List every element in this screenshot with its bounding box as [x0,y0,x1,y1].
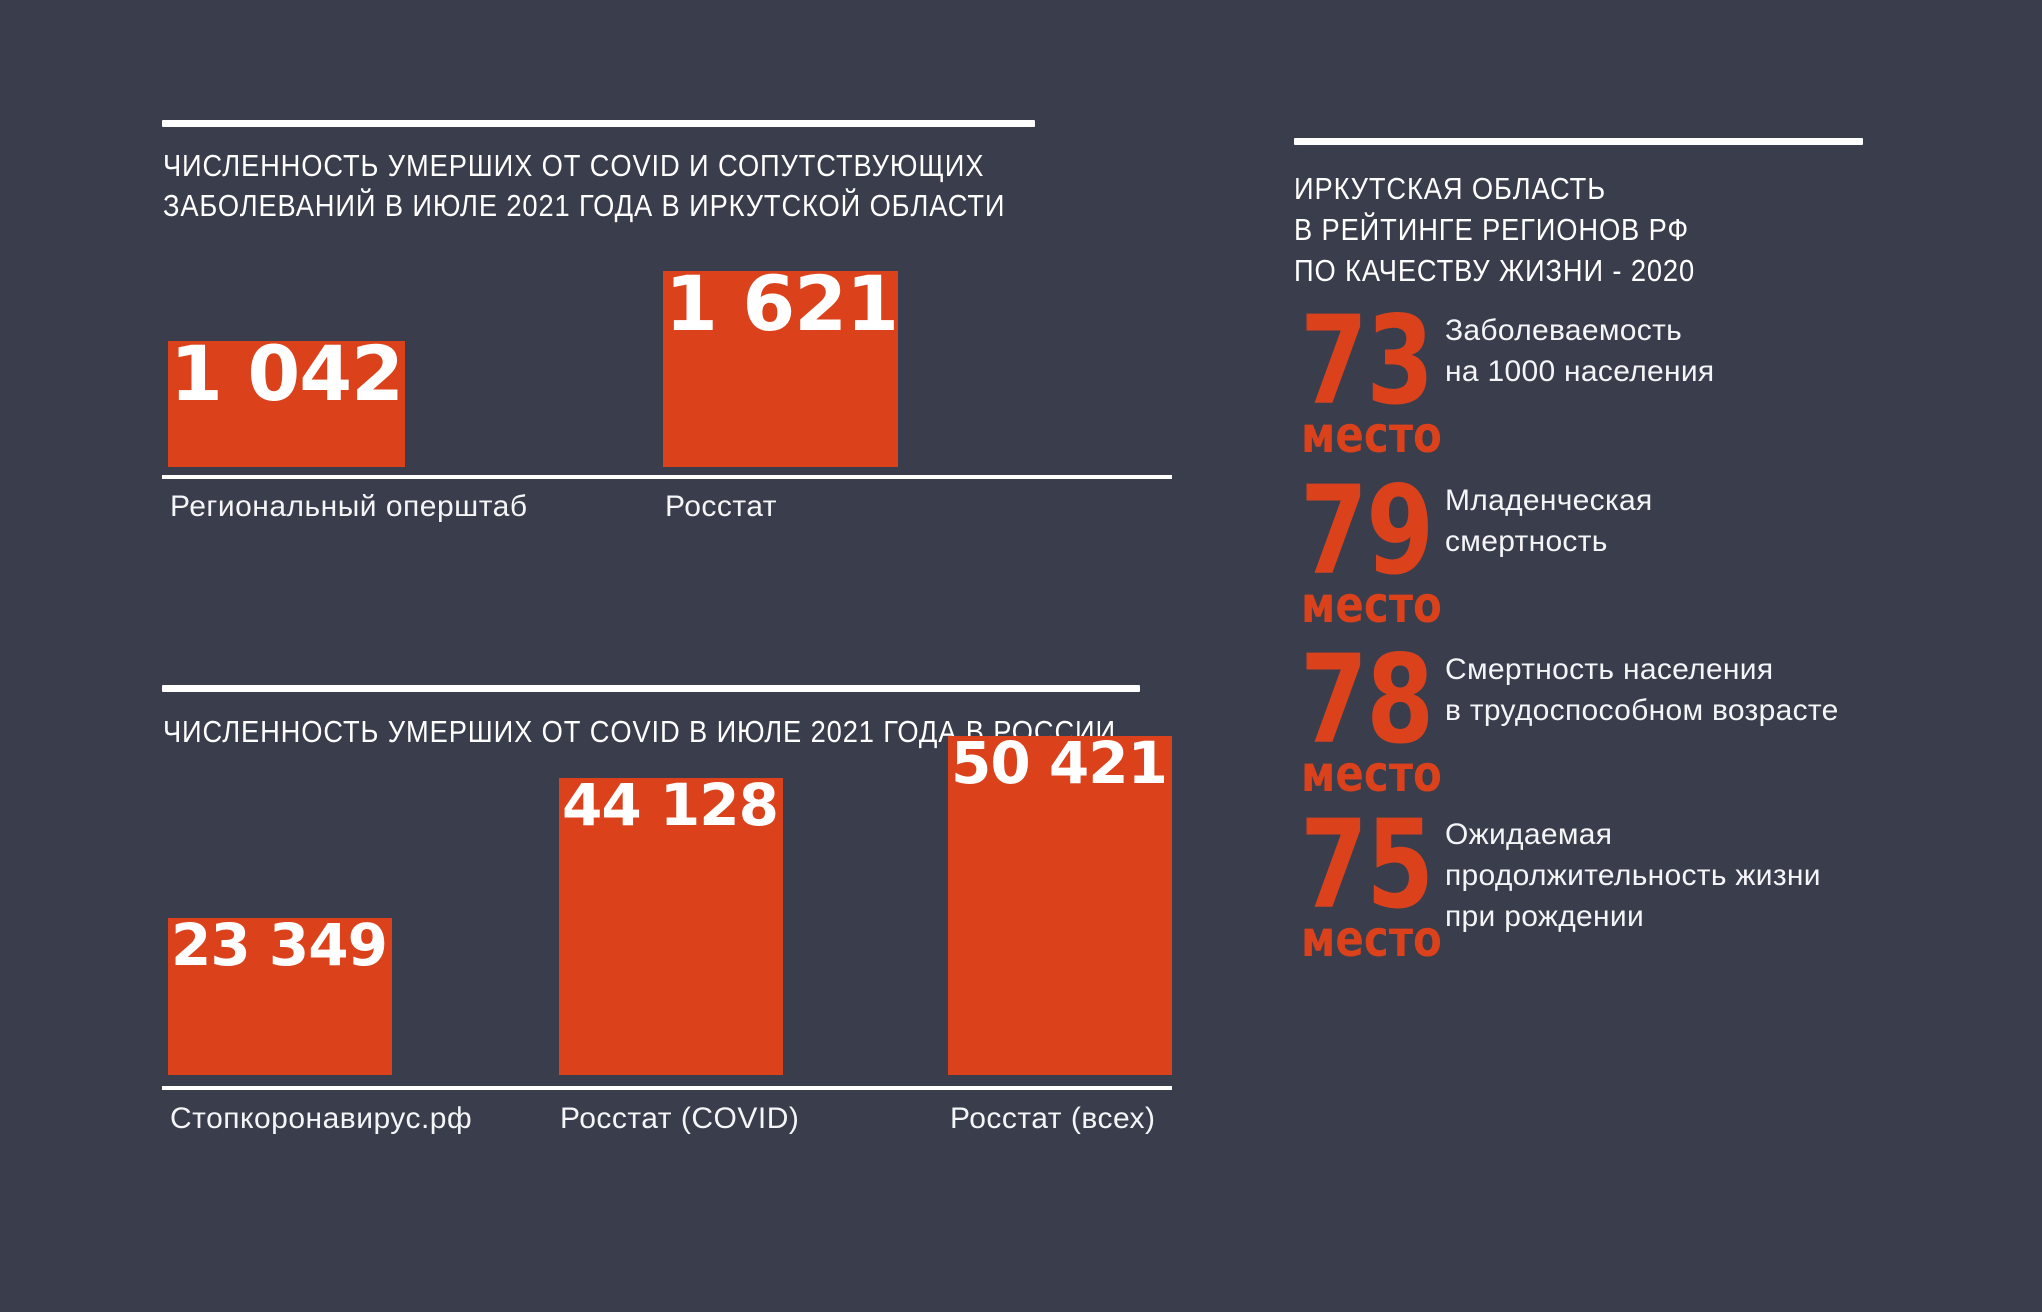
section-top-rule [1294,138,1863,145]
bar-category-label: Росстат [665,490,778,523]
rank-description-line: Младенческая [1445,484,1653,517]
section-top-rule [162,120,1035,127]
rank-number: 78 [1300,629,1434,771]
rank-description: Заболеваемость на 1000 населения [1445,310,1714,392]
ranking-title-line: В РЕЙТИНГЕ РЕГИОНОВ РФ [1294,212,1689,247]
rank-place-word: место [1301,406,1442,464]
rank-place-word: место [1301,745,1442,803]
bar-regional-opershtab: 1 042 [168,336,405,467]
rank-place-word: место [1301,910,1442,968]
ranking-title-line: ИРКУТСКАЯ ОБЛАСТЬ [1294,171,1607,206]
bar-value-label: 23 349 [171,911,388,979]
rank-description-line: в трудоспособном возрасте [1445,694,1839,727]
bar-value-label: 50 421 [951,729,1168,797]
rank-description: Смертность населения в трудоспособном во… [1445,649,1839,731]
ranking-title-line: ПО КАЧЕСТВУ ЖИЗНИ - 2020 [1294,253,1696,288]
rank-place-word: место [1301,576,1442,634]
rank-description-line: на 1000 населения [1445,355,1715,388]
bar-value-label: 44 128 [562,771,779,839]
ranking-title: ИРКУТСКАЯ ОБЛАСТЬ В РЕЙТИНГЕ РЕГИОНОВ РФ… [1294,168,1695,291]
rank-description-line: Заболеваемость [1445,314,1683,347]
rank-number: 75 [1300,794,1434,936]
rank-description: Младенческая смертность [1445,480,1653,562]
axis-baseline [162,475,1172,479]
rank-description-line: при рождении [1445,900,1644,933]
rank-number: 73 [1300,290,1434,432]
rank-description-line: продолжительность жизни [1445,859,1821,892]
bar-value-label: 1 042 [170,329,404,418]
ranking-item-incidence: 73 место Заболеваемость на 1000 населени… [1294,300,1994,479]
bar-category-label: Росстат (всех) [950,1102,1156,1135]
rank-description-line: смертность [1445,525,1608,558]
rank-description-line: Ожидаемая [1445,818,1613,851]
bar-stopcoronavirus: 23 349 [168,911,392,1075]
bar-category-label: Стопкоронавирус.рф [170,1102,473,1135]
bar-category-label: Региональный оперштаб [170,490,528,523]
chart-title: ЧИСЛЕННОСТЬ УМЕРШИХ ОТ COVID И СОПУТСТВУ… [163,146,1005,226]
bar-category-label: Росстат (COVID) [560,1102,800,1135]
section-top-rule [162,685,1140,692]
chart-title-line: ЗАБОЛЕВАНИЙ В ИЮЛЕ 2021 ГОДА В ИРКУТСКОЙ… [163,188,1006,223]
rank-description-line: Смертность населения [1445,653,1774,686]
bar-rosstat-covid: 44 128 [559,771,783,1075]
rank-description: Ожидаемая продолжительность жизни при ро… [1445,814,1821,937]
ranking-item-working-age-mortality: 78 место Смертность населения в трудоспо… [1294,639,1994,818]
bar-rosstat-all: 50 421 [948,729,1172,1075]
ranking-item-infant-mortality: 79 место Младенческая смертность [1294,470,1994,649]
bar-rosstat: 1 621 [663,266,899,467]
rank-number: 79 [1300,460,1434,602]
ranking-item-life-expectancy: 75 место Ожидаемая продолжительность жиз… [1294,804,1994,983]
chart-title-line: ЧИСЛЕННОСТЬ УМЕРШИХ ОТ COVID И СОПУТСТВУ… [163,148,985,183]
axis-baseline [162,1086,1172,1090]
bar-value-label: 1 621 [665,259,899,348]
